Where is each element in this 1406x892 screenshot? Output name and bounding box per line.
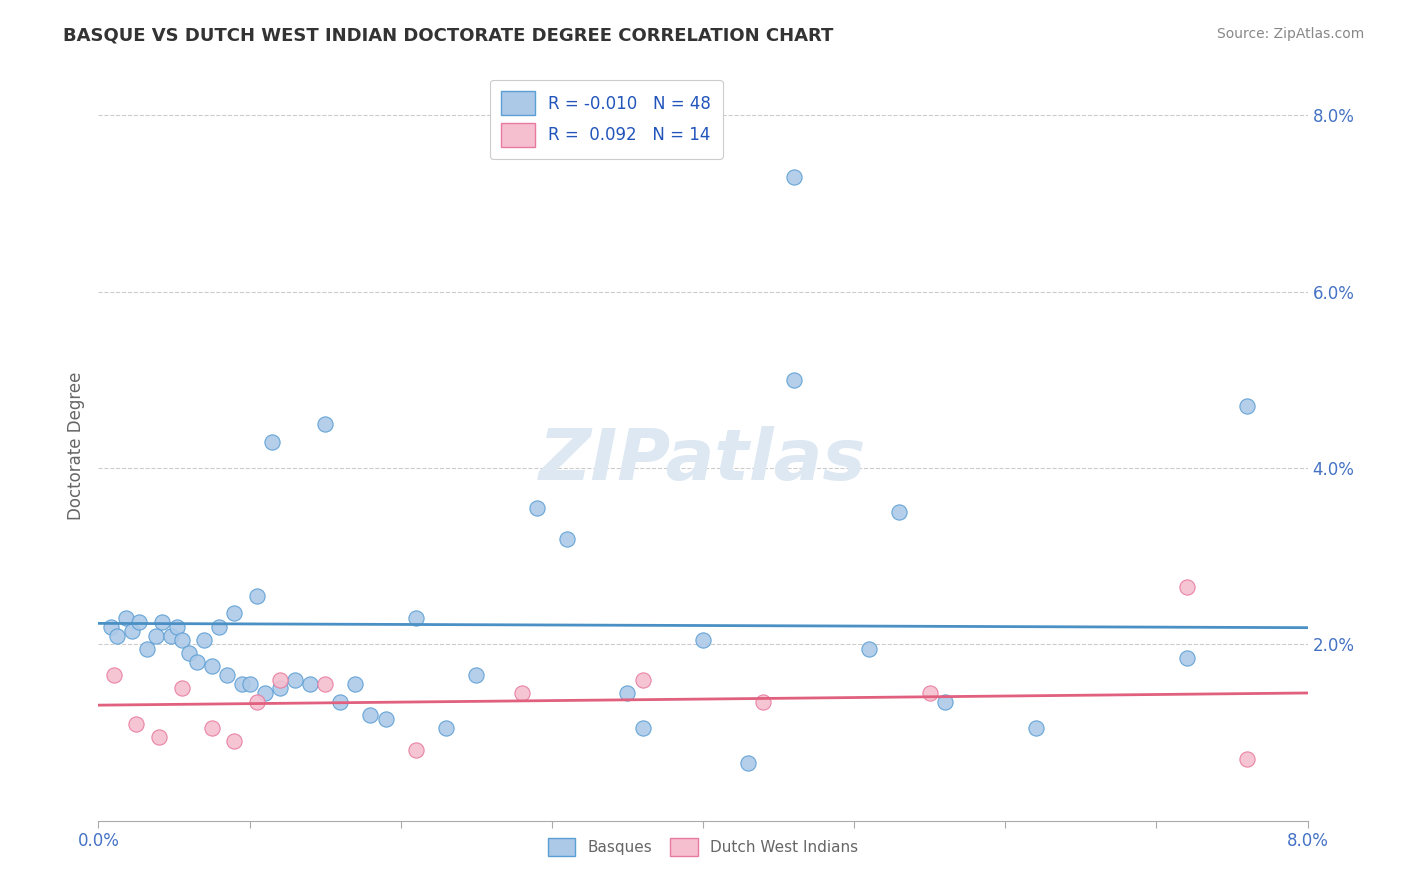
- Point: [510, 686, 533, 700]
- Point: [215, 668, 238, 682]
- Point: [170, 681, 193, 696]
- Point: [631, 721, 654, 735]
- Point: [344, 677, 367, 691]
- Point: [314, 677, 336, 691]
- Point: [208, 620, 231, 634]
- Point: [1236, 400, 1258, 414]
- Point: [752, 695, 775, 709]
- Point: [692, 632, 714, 647]
- Point: [269, 681, 291, 696]
- Point: [631, 673, 654, 687]
- Point: [224, 734, 246, 748]
- Point: [239, 677, 262, 691]
- Text: BASQUE VS DUTCH WEST INDIAN DOCTORATE DEGREE CORRELATION CHART: BASQUE VS DUTCH WEST INDIAN DOCTORATE DE…: [63, 27, 834, 45]
- Text: Source: ZipAtlas.com: Source: ZipAtlas.com: [1216, 27, 1364, 41]
- Point: [121, 624, 143, 639]
- Point: [148, 730, 170, 744]
- Point: [166, 620, 188, 634]
- Point: [262, 434, 284, 449]
- Point: [179, 646, 201, 660]
- Point: [246, 589, 269, 603]
- Point: [114, 611, 136, 625]
- Point: [135, 641, 157, 656]
- Point: [737, 756, 759, 771]
- Point: [193, 632, 215, 647]
- Point: [616, 686, 638, 700]
- Point: [100, 620, 122, 634]
- Point: [434, 721, 457, 735]
- Point: [314, 417, 336, 431]
- Point: [526, 500, 548, 515]
- Point: [299, 677, 322, 691]
- Point: [405, 611, 427, 625]
- Point: [253, 686, 276, 700]
- Point: [150, 615, 173, 630]
- Point: [465, 668, 488, 682]
- Point: [918, 686, 941, 700]
- Point: [405, 743, 427, 757]
- Legend: Basques, Dutch West Indians: Basques, Dutch West Indians: [541, 832, 865, 862]
- Point: [201, 721, 224, 735]
- Point: [224, 607, 246, 621]
- Point: [374, 712, 396, 726]
- Point: [231, 677, 253, 691]
- Text: ZIPatlas: ZIPatlas: [540, 426, 866, 495]
- Point: [1175, 580, 1198, 594]
- Point: [555, 532, 578, 546]
- Point: [186, 655, 208, 669]
- Point: [105, 628, 128, 642]
- Point: [934, 695, 956, 709]
- Point: [782, 170, 804, 185]
- Point: [160, 628, 183, 642]
- Point: [360, 707, 382, 722]
- Point: [170, 632, 193, 647]
- Point: [201, 659, 224, 673]
- Point: [125, 716, 148, 731]
- Point: [1175, 650, 1198, 665]
- Point: [1024, 721, 1046, 735]
- Point: [858, 641, 880, 656]
- Point: [145, 628, 167, 642]
- Point: [889, 505, 911, 519]
- Point: [269, 673, 291, 687]
- Point: [246, 695, 269, 709]
- Point: [329, 695, 352, 709]
- Point: [128, 615, 150, 630]
- Y-axis label: Doctorate Degree: Doctorate Degree: [67, 372, 86, 520]
- Point: [284, 673, 307, 687]
- Point: [782, 373, 804, 387]
- Point: [103, 668, 125, 682]
- Point: [1236, 752, 1258, 766]
